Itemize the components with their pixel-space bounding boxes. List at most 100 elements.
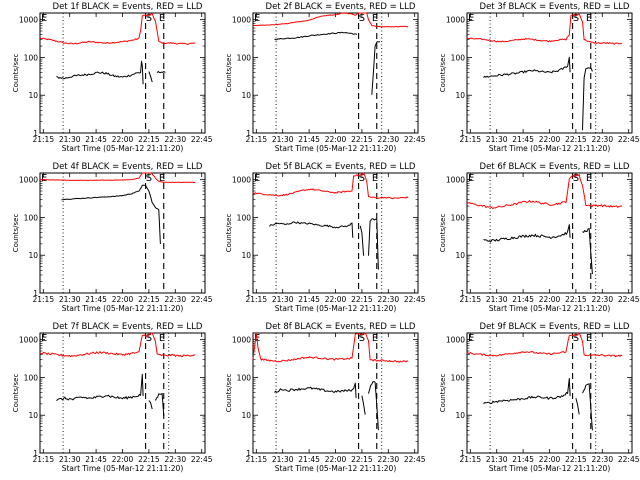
x-tick-label: 22:15 xyxy=(565,135,587,144)
events-series-line xyxy=(483,377,571,405)
x-tick-label: 22:15 xyxy=(138,455,160,464)
plot-frame xyxy=(466,172,633,294)
panel-title: Det 6f BLACK = Events, RED = LLD xyxy=(480,162,630,172)
x-tick-label: 22:45 xyxy=(618,135,640,144)
x-tick-label: 22:30 xyxy=(377,135,399,144)
plot-frame xyxy=(39,332,206,454)
x-tick-label: 21:15 xyxy=(459,295,481,304)
y-tick-label: 1000 xyxy=(232,16,251,25)
x-tick-label: 21:30 xyxy=(272,135,294,144)
plot-frame xyxy=(466,12,633,134)
lld-series-line xyxy=(39,13,196,45)
interval-marker-label: E xyxy=(468,13,474,24)
x-tick-label: 22:15 xyxy=(565,455,587,464)
y-axis-label: Counts/sec xyxy=(439,214,447,253)
panel-title: Det 9f BLACK = Events, RED = LLD xyxy=(480,322,630,332)
x-tick-label: 21:15 xyxy=(32,295,54,304)
events-series-line xyxy=(483,56,571,78)
panel-title: Det 3f BLACK = Events, RED = LLD xyxy=(480,2,630,12)
x-tick-label: 21:45 xyxy=(298,455,320,464)
y-tick-label: 10 xyxy=(455,251,465,260)
x-tick-label: 21:30 xyxy=(59,135,81,144)
x-tick-label: 22:15 xyxy=(351,455,373,464)
x-tick-label: 22:00 xyxy=(539,135,561,144)
y-tick-label: 10 xyxy=(241,91,251,100)
y-tick-label: 1 xyxy=(460,289,465,298)
interval-marker-label: E xyxy=(41,13,47,24)
x-tick-label: 21:45 xyxy=(512,455,534,464)
lld-series-line xyxy=(466,13,623,45)
x-tick-label: 21:15 xyxy=(245,455,267,464)
x-axis-label: Start Time (05-Mar-12 21:11:20) xyxy=(489,304,611,313)
events-series-line xyxy=(148,71,153,83)
lld-series-line xyxy=(252,332,409,363)
events-series-line xyxy=(269,221,354,238)
y-tick-label: 1 xyxy=(33,129,38,138)
x-axis-label: Start Time (05-Mar-12 21:11:20) xyxy=(62,144,184,153)
detector-panel-5: Det 5f BLACK = Events, RED = LLD 1 10 100 10… xyxy=(225,162,426,313)
y-axis-label: Counts/sec xyxy=(439,54,447,93)
interval-marker-label: E xyxy=(41,333,47,344)
y-tick-label: 100 xyxy=(24,53,39,62)
events-series-line xyxy=(368,218,379,270)
x-axis-label: Start Time (05-Mar-12 21:11:20) xyxy=(275,144,397,153)
y-tick-label: 10 xyxy=(241,411,251,420)
y-axis-label: Counts/sec xyxy=(439,374,447,413)
y-tick-label: 1 xyxy=(460,129,465,138)
detector-panel-3: Det 3f BLACK = Events, RED = LLD 1 10 100 10… xyxy=(439,2,640,153)
y-tick-label: 1000 xyxy=(19,336,38,345)
y-tick-label: 100 xyxy=(237,213,252,222)
x-tick-label: 22:45 xyxy=(191,135,213,144)
x-tick-label: 22:00 xyxy=(539,455,561,464)
events-series-line xyxy=(156,71,166,74)
interval-marker-label: E xyxy=(586,173,592,184)
x-tick-label: 21:30 xyxy=(486,455,508,464)
y-axis-label: Counts/sec xyxy=(12,214,20,253)
x-axis-label: Start Time (05-Mar-12 21:11:20) xyxy=(62,304,184,313)
x-tick-label: 21:45 xyxy=(512,135,534,144)
x-tick-label: 22:30 xyxy=(591,295,613,304)
interval-marker-label: E xyxy=(372,13,378,24)
x-tick-label: 21:30 xyxy=(486,295,508,304)
panel-title: Det 2f BLACK = Events, RED = LLD xyxy=(266,2,416,12)
interval-marker-label: E xyxy=(159,333,165,344)
plot-frame xyxy=(39,172,206,294)
plot-frame xyxy=(466,332,633,454)
x-axis-label: Start Time (05-Mar-12 21:11:20) xyxy=(62,464,184,473)
y-tick-label: 100 xyxy=(24,373,39,382)
x-axis-label: Start Time (05-Mar-12 21:11:20) xyxy=(275,304,397,313)
interval-marker-label: E xyxy=(468,173,474,184)
y-tick-label: 1 xyxy=(33,449,38,458)
x-tick-label: 21:15 xyxy=(245,295,267,304)
y-tick-label: 100 xyxy=(451,53,466,62)
interval-marker-label: S xyxy=(146,13,152,24)
y-tick-label: 1 xyxy=(246,449,251,458)
x-tick-label: 22:00 xyxy=(112,295,134,304)
y-tick-label: 1 xyxy=(246,129,251,138)
x-tick-label: 22:30 xyxy=(164,295,186,304)
interval-marker-label: S xyxy=(146,333,152,344)
x-tick-label: 21:15 xyxy=(459,455,481,464)
lld-series-line xyxy=(252,172,409,200)
y-tick-label: 1000 xyxy=(232,176,251,185)
panel-title: Det 4f BLACK = Events, RED = LLD xyxy=(53,162,203,172)
events-series-line xyxy=(582,383,593,431)
interval-marker-label: S xyxy=(146,173,152,184)
events-series-line xyxy=(582,67,593,131)
x-tick-label: 22:15 xyxy=(351,135,373,144)
events-series-line xyxy=(148,400,153,410)
events-series-line xyxy=(575,398,580,415)
panel-title: Det 1f BLACK = Events, RED = LLD xyxy=(53,2,203,12)
y-axis-label: Counts/sec xyxy=(225,54,233,93)
interval-marker-label: S xyxy=(573,13,579,24)
x-tick-label: 21:30 xyxy=(272,455,294,464)
events-series-line xyxy=(368,381,379,431)
x-tick-label: 22:30 xyxy=(591,455,613,464)
interval-marker-label: E xyxy=(586,13,592,24)
interval-marker-label: E xyxy=(586,333,592,344)
x-tick-label: 21:15 xyxy=(32,455,54,464)
x-tick-label: 22:45 xyxy=(404,135,426,144)
interval-marker-label: S xyxy=(573,173,579,184)
y-tick-label: 10 xyxy=(455,411,465,420)
